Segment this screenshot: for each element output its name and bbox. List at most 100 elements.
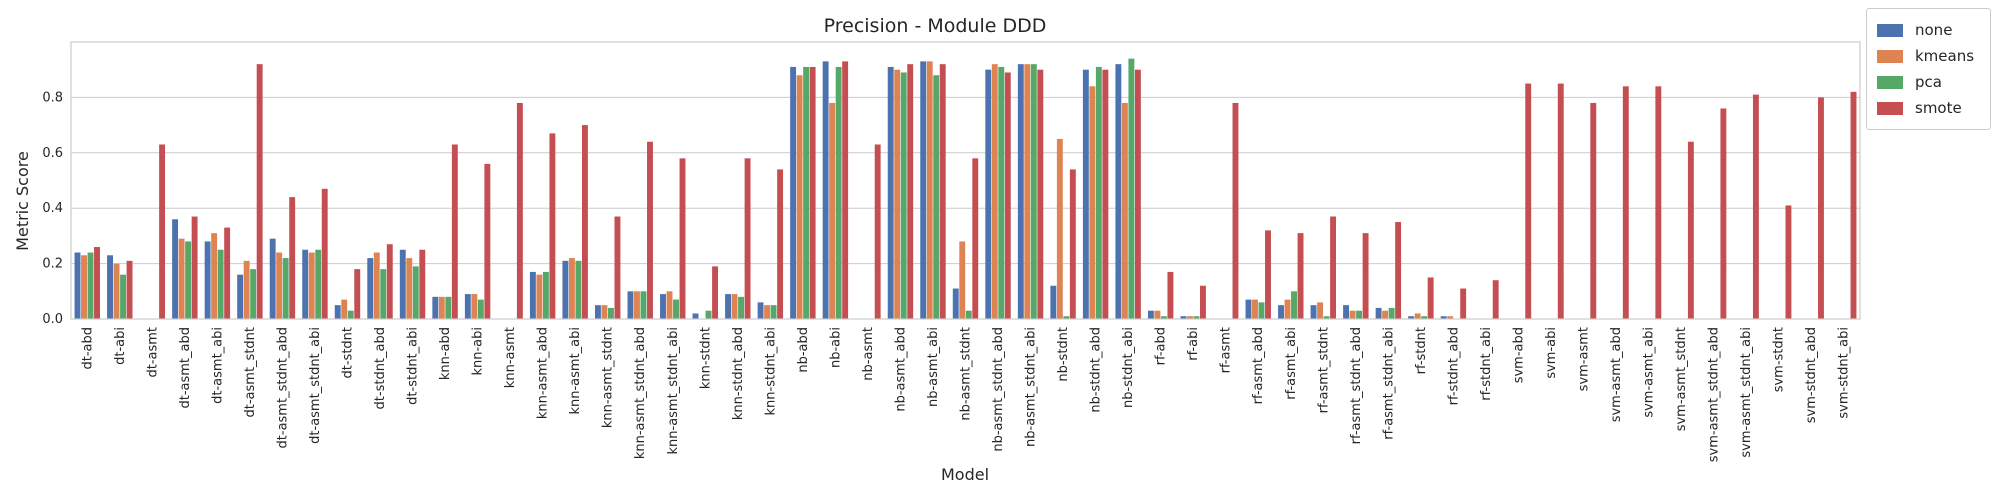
bar-none-dt-asmt_stdnt (237, 274, 244, 319)
x-tick-label: rf-abd (1154, 327, 1169, 365)
bar-smote-rf-asmt_abi (1297, 233, 1304, 319)
x-tick-label: svm-asmt_stdnt_abd (1707, 327, 1722, 462)
bar-pca-rf-asmt_abi (1291, 291, 1297, 319)
bar-pca-nb-asmt_stdnt_abi (1030, 64, 1037, 319)
x-tick-label: rf-stdnt_abi (1479, 327, 1494, 401)
bar-none-dt-stdnt (334, 305, 341, 319)
bar-kmeans-knn-abi (471, 294, 478, 319)
legend-item-smote: smote (1877, 97, 1962, 119)
x-tick-label: rf-asmt (1219, 327, 1234, 373)
x-tick-label: knn-asmt_stdnt_abi (666, 327, 681, 455)
x-tick-label: svm-asmt (1577, 327, 1592, 391)
x-tick-label: knn-asmt_abi (568, 327, 583, 415)
bar-smote-knn-asmt_stdnt_abd (647, 141, 653, 319)
x-tick-label: knn-asmt_abd (536, 327, 551, 419)
legend-label-none: none (1915, 21, 1953, 39)
bar-pca-dt-stdnt_abd (380, 269, 387, 319)
x-tick-label: svm-asmt_abi (1642, 327, 1657, 418)
bar-pca-knn-abd (445, 296, 452, 319)
bar-smote-knn-asmt (516, 102, 523, 319)
x-tick-label: dt-asmt (145, 327, 160, 378)
bar-pca-nb-asmt_abd (900, 72, 907, 319)
bar-smote-svm-stdnt_abd (1818, 97, 1824, 320)
x-tick-label: nb-asmt_stdnt (959, 327, 974, 421)
bar-none-rf-asmt_abi (1278, 305, 1284, 319)
bar-none-knn-stdnt_abi (757, 302, 764, 319)
bar-pca-nb-stdnt_abi (1128, 58, 1135, 320)
bar-none-knn-asmt_abd (529, 271, 536, 319)
legend-item-pca: pca (1877, 71, 1942, 93)
bar-kmeans-knn-stdnt_abi (764, 305, 771, 319)
x-tick-label: svm-asmt_stdnt_abi (1739, 327, 1754, 458)
y-tick-label: 0.4 (42, 201, 63, 216)
bar-smote-nb-abd (809, 66, 816, 320)
bar-kmeans-nb-asmt_stdnt (959, 241, 966, 319)
bar-smote-rf-asmt_abd (1265, 230, 1271, 319)
x-tick-label: nb-asmt_abd (893, 327, 908, 412)
bar-none-dt-asmt_abd (172, 219, 179, 319)
bar-smote-rf-asmt (1232, 102, 1239, 319)
bar-kmeans-nb-asmt_abi (926, 61, 933, 319)
bar-kmeans-knn-asmt_stdnt (601, 305, 608, 319)
legend-swatch-smote (1877, 101, 1903, 115)
bar-none-rf-asmt_stdnt_abd (1343, 305, 1350, 319)
bar-kmeans-dt-asmt_abi (211, 233, 218, 319)
bar-kmeans-knn-asmt_stdnt_abi (666, 291, 673, 319)
bar-none-nb-stdnt_abd (1082, 69, 1089, 319)
bar-pca-rf-abd (1160, 316, 1167, 319)
x-tick-label: dt-stdnt_abi (406, 327, 421, 405)
bar-none-nb-asmt_stdnt_abi (1017, 64, 1024, 319)
legend-swatch-none (1877, 23, 1903, 37)
x-tick-label: nb-abi (828, 327, 843, 368)
bar-smote-nb-asmt_stdnt_abi (1037, 69, 1044, 319)
bar-kmeans-dt-asmt_abd (178, 238, 185, 319)
x-tick-label: rf-asmt_abd (1251, 327, 1266, 404)
bar-kmeans-rf-asmt_stdnt_abi (1382, 310, 1389, 319)
x-tick-label: knn-asmt_stdnt_abd (633, 327, 648, 459)
x-tick-label: rf-asmt_stdnt_abd (1349, 327, 1364, 444)
bar-pca-knn-asmt_stdnt_abi (673, 299, 679, 319)
bar-smote-nb-asmt (874, 144, 881, 319)
bar-pca-dt-asmt_stdnt_abi (315, 249, 322, 319)
bar-kmeans-rf-asmt_stdnt (1317, 302, 1323, 319)
bar-smote-nb-asmt_stdnt (972, 158, 979, 319)
bar-kmeans-dt-stdnt_abi (406, 258, 413, 319)
legend-label-kmeans: kmeans (1915, 47, 1975, 65)
x-tick-label: knn-asmt_stdnt (601, 327, 616, 428)
bar-smote-nb-asmt_abi (939, 64, 946, 319)
bar-kmeans-knn-asmt_abd (536, 274, 543, 319)
bar-none-rf-asmt_stdnt (1310, 305, 1317, 319)
bar-smote-rf-asmt_stdnt_abi (1395, 222, 1402, 319)
bar-smote-svm-abi (1557, 83, 1564, 319)
bar-none-nb-asmt_abd (887, 66, 894, 320)
bar-kmeans-rf-abi (1186, 316, 1193, 319)
bar-smote-knn-abd (451, 144, 458, 319)
bar-kmeans-rf-stdnt_abd (1447, 316, 1454, 319)
x-tick-label: knn-stdnt_abd (731, 327, 746, 420)
bar-pca-nb-stdnt_abd (1095, 66, 1102, 320)
bar-pca-nb-abd (803, 66, 810, 320)
x-tick-label: nb-asmt_abi (926, 327, 941, 407)
bar-smote-knn-stdnt_abi (777, 169, 784, 319)
bar-pca-dt-asmt_stdnt (250, 269, 257, 319)
bar-smote-rf-stdnt (1427, 277, 1434, 319)
bar-none-knn-stdnt_abd (725, 294, 732, 319)
bar-pca-knn-asmt_abd (542, 271, 549, 319)
bar-smote-rf-stdnt_abi (1492, 280, 1499, 319)
bar-none-dt-asmt_stdnt_abi (302, 249, 309, 319)
legend-item-kmeans: kmeans (1877, 45, 1974, 67)
bar-none-nb-abd (790, 66, 797, 320)
bar-pca-rf-abi (1193, 316, 1200, 319)
bar-none-rf-abd (1147, 310, 1154, 319)
bar-kmeans-nb-stdnt_abi (1121, 102, 1128, 319)
bar-smote-knn-stdnt_abd (744, 158, 751, 319)
bar-none-nb-asmt_stdnt (952, 288, 959, 319)
bar-kmeans-dt-asmt_stdnt (243, 260, 250, 319)
x-tick-label: nb-stdnt_abi (1121, 327, 1136, 408)
bar-smote-knn-asmt_abd (549, 133, 556, 319)
x-tick-label: dt-asmt_stdnt (243, 327, 258, 418)
legend-swatch-pca (1877, 75, 1903, 89)
bar-kmeans-nb-asmt_abd (894, 69, 901, 319)
bar-pca-rf-asmt_stdnt_abd (1356, 310, 1363, 319)
bar-smote-svm-stdnt_abi (1850, 91, 1857, 319)
